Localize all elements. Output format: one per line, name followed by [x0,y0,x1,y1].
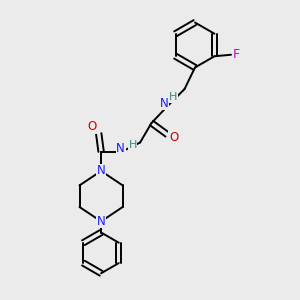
Text: O: O [169,131,178,144]
Text: H: H [128,140,137,150]
Text: H: H [169,92,178,102]
Text: N: N [160,97,169,110]
Text: N: N [116,142,125,155]
Text: N: N [97,215,106,228]
Text: N: N [97,164,106,178]
Text: F: F [233,48,240,61]
Text: O: O [88,120,97,134]
